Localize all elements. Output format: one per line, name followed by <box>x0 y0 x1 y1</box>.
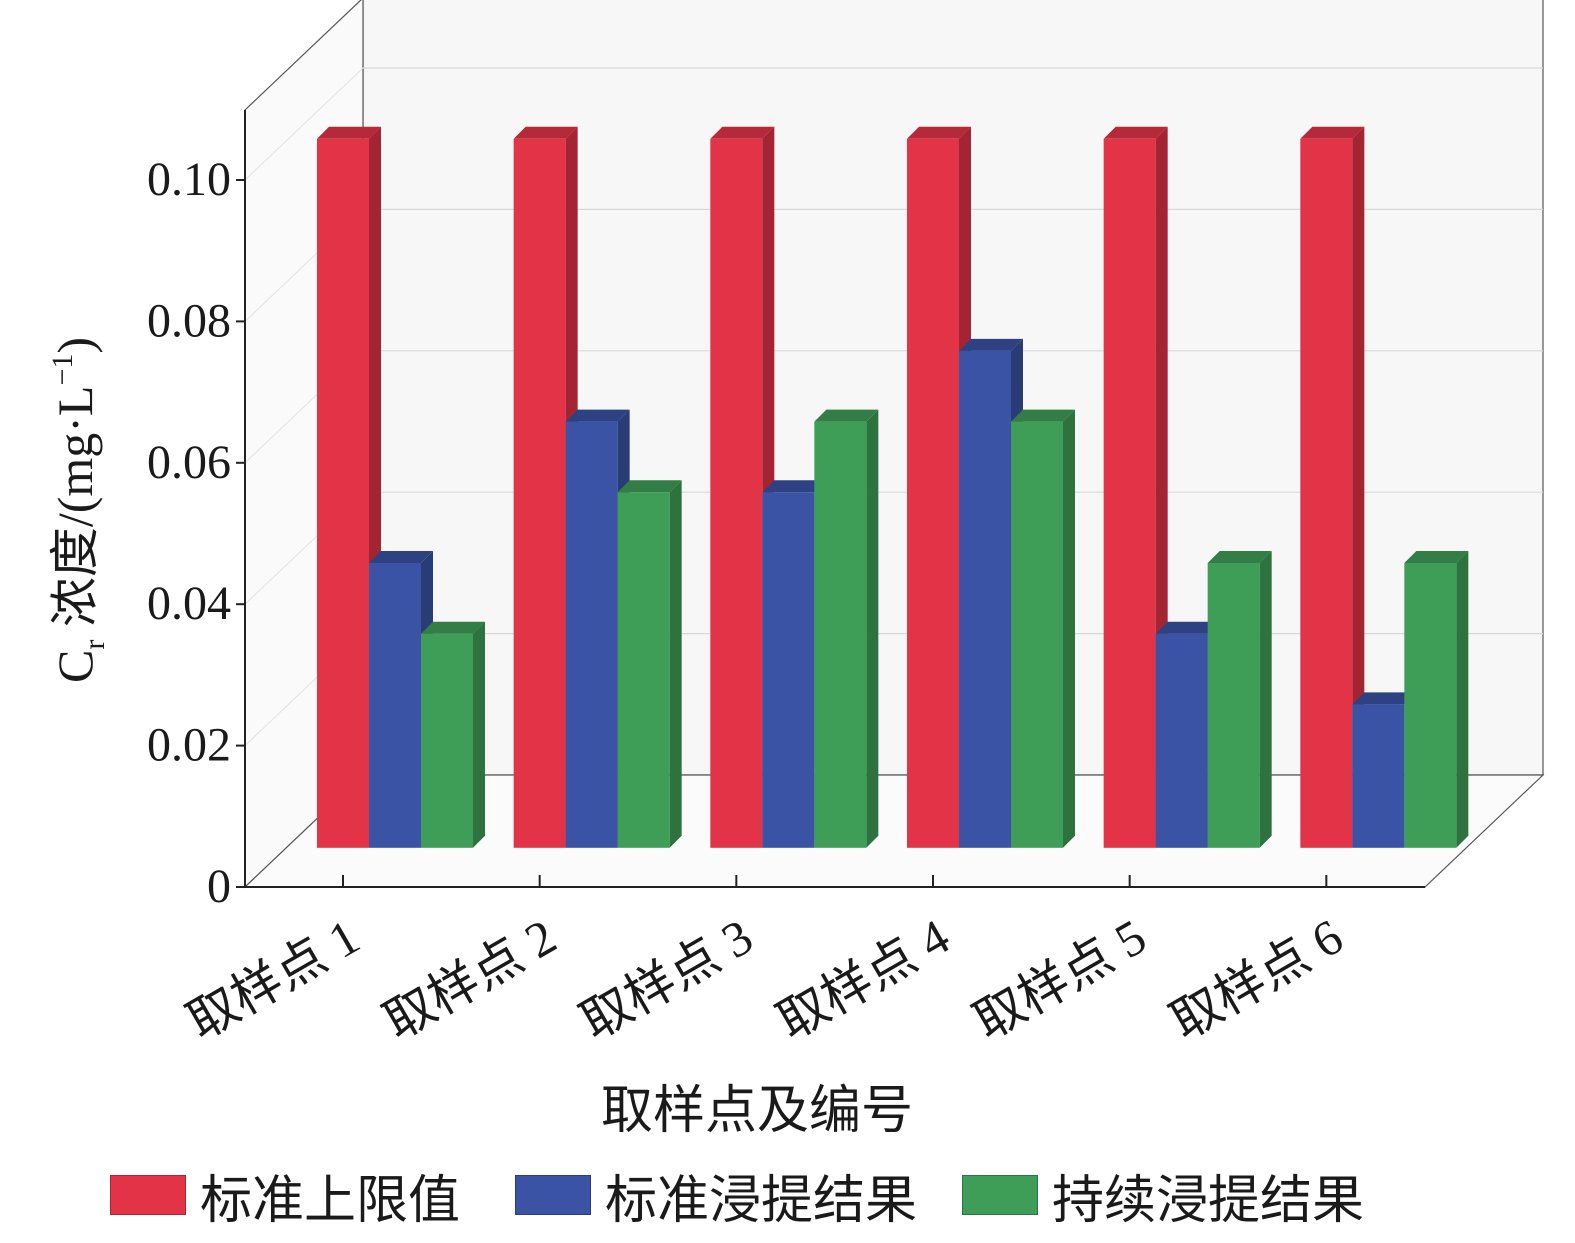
y-title-sup: −1 <box>46 354 79 386</box>
y-title-rest: 浓度/(mg·L <box>47 386 103 640</box>
y-tick-label: 0.06 <box>147 436 231 489</box>
bar-top <box>1300 126 1365 139</box>
legend-label: 标准浸提结果 <box>605 1172 918 1230</box>
bar-3-3 <box>814 409 879 848</box>
bar-top <box>421 621 485 634</box>
bar-top <box>1011 409 1075 422</box>
bar-front <box>814 421 867 848</box>
bar-3-6 <box>1404 551 1469 848</box>
bar-side <box>1456 551 1469 848</box>
legend-swatch <box>110 1175 186 1215</box>
y-tick-label: 0.08 <box>147 294 231 347</box>
bar-top <box>1103 126 1168 139</box>
bar-side <box>669 480 682 848</box>
y-title-main: C <box>47 650 103 683</box>
bar-front <box>1155 633 1208 848</box>
y-tick-label: 0.10 <box>147 153 231 206</box>
bar-front <box>959 350 1011 848</box>
x-axis-title: 取样点及编号 <box>601 1083 913 1140</box>
legend: 标准上限值 标准浸提结果 持续浸提结果 <box>110 1160 1510 1230</box>
y-tick-label: 0.02 <box>147 719 231 772</box>
bar-3-5 <box>1207 551 1272 848</box>
legend-label: 标准上限值 <box>200 1172 461 1230</box>
bar-front <box>710 138 763 848</box>
bar-1-6 <box>1300 126 1365 848</box>
bar-side <box>1259 551 1272 848</box>
y-axis-title: Cr 浓度/(mg·L−1) <box>46 337 111 683</box>
legend-label: 持续浸提结果 <box>1052 1172 1365 1230</box>
bar-top <box>1404 551 1469 563</box>
bar-top <box>317 126 381 139</box>
bar-top <box>565 409 630 422</box>
bar-front <box>565 421 618 848</box>
bar-side <box>866 409 879 848</box>
legend-swatch <box>962 1175 1038 1215</box>
bar-front <box>1300 138 1353 848</box>
bar-top <box>814 409 879 422</box>
bar-front <box>1404 563 1457 848</box>
legend-item-1: 标准上限值 <box>110 1160 460 1230</box>
bar-top <box>959 338 1023 351</box>
bar-top <box>369 551 433 563</box>
bar-front <box>617 492 670 848</box>
bar-front <box>1103 138 1156 848</box>
bar-front <box>907 138 959 848</box>
x-tick-label: 取样点 5 <box>965 908 1155 1050</box>
bar-top <box>1207 551 1272 563</box>
bar-3-4 <box>1011 409 1075 848</box>
bar-top <box>1352 692 1417 705</box>
bar-top <box>710 126 775 139</box>
x-tick-label: 取样点 4 <box>768 908 958 1050</box>
bar-front <box>513 138 566 848</box>
bar-side <box>473 621 485 848</box>
y-tick-label: 0 <box>207 860 231 913</box>
x-tick-label: 取样点 6 <box>1161 908 1351 1050</box>
bar-top <box>1155 621 1220 634</box>
bar-front <box>317 138 369 848</box>
legend-item-2: 标准浸提结果 <box>515 1160 917 1230</box>
legend-swatch <box>515 1175 591 1215</box>
bar-front <box>369 563 421 848</box>
bar-top <box>907 126 971 139</box>
bar-front <box>1207 563 1260 848</box>
bar-side <box>1352 126 1365 848</box>
x-tick-label: 取样点 3 <box>571 908 761 1050</box>
bar-top <box>617 480 682 493</box>
y-tick-label: 0.04 <box>147 577 231 630</box>
x-tick-label: 取样点 2 <box>375 908 565 1050</box>
bar-side <box>1063 409 1075 848</box>
bar-top <box>762 480 827 493</box>
bars <box>317 126 1469 848</box>
gridline <box>244 67 364 181</box>
bar-top <box>513 126 578 139</box>
bar-front <box>1352 704 1405 848</box>
bar-front <box>421 633 473 848</box>
bar-3-2 <box>617 480 682 848</box>
y-title-close: ) <box>47 337 103 354</box>
legend-item-3: 持续浸提结果 <box>962 1160 1364 1230</box>
x-tick-label: 取样点 1 <box>178 908 368 1050</box>
bar-3-1 <box>421 621 485 848</box>
bar-front <box>1011 421 1063 848</box>
y-title-sub: r <box>78 640 111 650</box>
bar-front <box>762 492 815 848</box>
